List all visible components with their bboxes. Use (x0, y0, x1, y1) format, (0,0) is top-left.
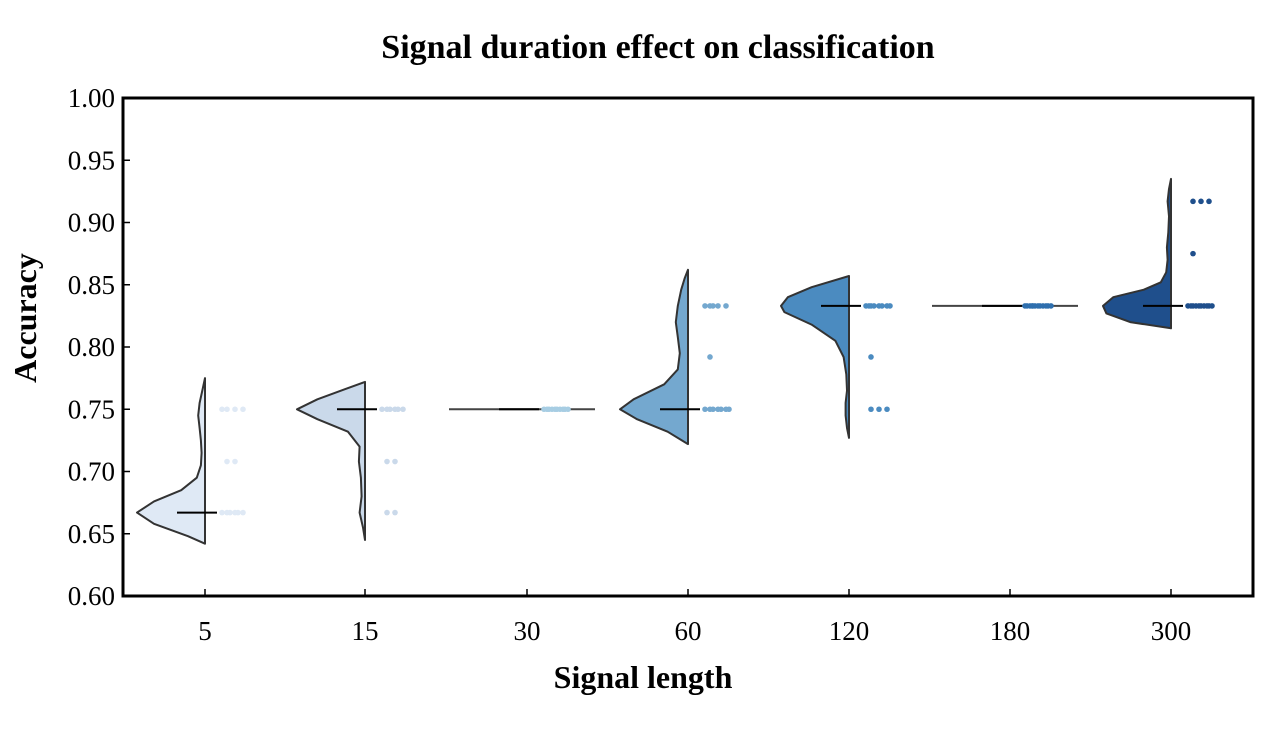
data-point (1043, 303, 1049, 309)
data-point (224, 458, 230, 465)
y-tick-label: 0.85 (68, 270, 115, 300)
data-point (232, 406, 238, 413)
x-tick-label: 5 (198, 616, 212, 646)
data-point (726, 406, 732, 413)
x-tick-label: 15 (352, 616, 379, 646)
y-axis: 0.60 0.65 0.70 0.75 0.80 0.85 0.90 0.95 1.00 (68, 83, 130, 611)
cloud-group-15 (296, 380, 406, 541)
data-point (552, 406, 558, 413)
data-point (1035, 303, 1041, 309)
cloud-group-300 (1102, 177, 1215, 330)
y-tick-label: 0.70 (68, 457, 115, 487)
data-point (392, 509, 398, 516)
half-violin (619, 268, 689, 446)
data-point (866, 303, 872, 309)
half-violin (296, 380, 366, 541)
data-point (715, 303, 721, 309)
data-point (232, 458, 238, 465)
cloud-group-30 (449, 406, 595, 413)
x-axis: 5 15 30 60 120 180 300 (198, 589, 1191, 646)
cloud-group-60 (619, 268, 732, 446)
data-point (400, 406, 406, 413)
data-point (884, 406, 890, 413)
data-point (1188, 303, 1194, 309)
x-tick-label: 180 (990, 616, 1031, 646)
plot-content (136, 177, 1215, 545)
data-point (219, 406, 225, 413)
data-point (1030, 303, 1036, 309)
y-tick-label: 0.75 (68, 394, 115, 424)
data-point (710, 303, 716, 309)
data-point (707, 354, 713, 360)
x-tick-label: 60 (675, 616, 702, 646)
cloud-group-180 (932, 303, 1078, 309)
data-point (1196, 303, 1202, 309)
data-point (702, 303, 708, 309)
cloud-group-120 (780, 275, 893, 439)
data-point (219, 509, 225, 516)
data-point (723, 303, 729, 309)
data-point (868, 354, 874, 360)
data-point (387, 406, 393, 413)
data-point (565, 406, 571, 413)
half-violin (1102, 177, 1172, 330)
y-tick-label: 1.00 (68, 83, 115, 113)
data-point (879, 303, 885, 309)
data-point (710, 406, 716, 413)
y-tick-label: 0.80 (68, 332, 115, 362)
y-tick-label: 0.95 (68, 145, 115, 175)
data-point (240, 509, 246, 516)
data-point (887, 303, 893, 309)
data-point (1048, 303, 1054, 309)
data-point (560, 406, 566, 413)
chart-title: Signal duration effect on classification (381, 29, 935, 66)
data-point (1198, 198, 1204, 205)
data-point (384, 458, 390, 465)
x-tick-label: 30 (514, 616, 541, 646)
y-tick-label: 0.60 (68, 581, 115, 611)
data-point (224, 406, 230, 413)
data-point (1209, 303, 1215, 309)
data-point (392, 458, 398, 465)
data-point (702, 406, 708, 413)
half-violin (136, 377, 206, 545)
data-point (876, 406, 882, 413)
data-point (868, 406, 874, 413)
y-axis-label: Accuracy (7, 253, 43, 383)
data-point (544, 406, 550, 413)
data-point (240, 406, 246, 413)
x-axis-label: Signal length (554, 659, 733, 695)
data-point (227, 509, 233, 516)
half-violin (780, 275, 850, 439)
data-point (1204, 303, 1210, 309)
data-point (379, 406, 385, 413)
data-point (1022, 303, 1028, 309)
data-point (718, 406, 724, 413)
data-point (384, 509, 390, 516)
x-tick-label: 300 (1151, 616, 1192, 646)
data-point (871, 303, 877, 309)
data-point (1190, 250, 1196, 257)
y-tick-label: 0.65 (68, 519, 115, 549)
data-point (1190, 198, 1196, 205)
x-tick-label: 120 (829, 616, 870, 646)
data-point (235, 509, 241, 516)
data-point (1206, 198, 1212, 205)
cloud-group-5 (136, 377, 246, 545)
y-tick-label: 0.90 (68, 208, 115, 238)
data-point (395, 406, 401, 413)
